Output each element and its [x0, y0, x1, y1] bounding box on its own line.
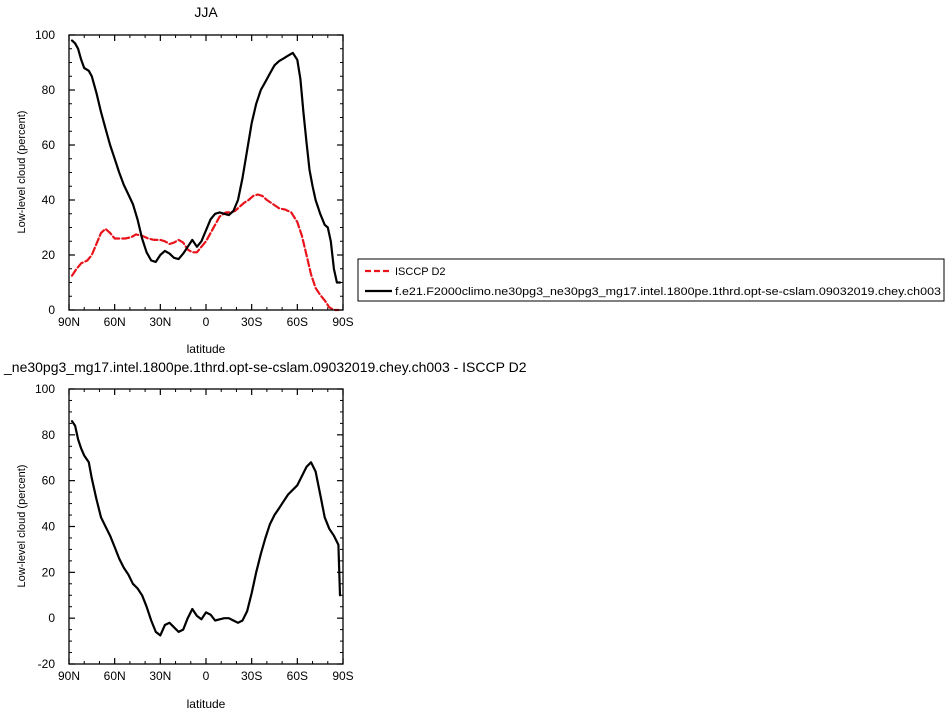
bottom-series-lines — [70, 420, 342, 637]
x-tick-label: 30S — [241, 315, 262, 329]
y-tick-label: 60 — [42, 138, 56, 152]
x-tick-label: 30S — [241, 669, 262, 683]
legend: ISCCP D2 f.e21.F2000climo.ne30pg3_ne30pg… — [357, 258, 945, 302]
y-tick-label: 0 — [48, 303, 55, 317]
top-tick-marks — [68, 34, 344, 311]
x-tick-label: 60N — [104, 315, 126, 329]
series-line-0 — [70, 420, 342, 637]
y-tick-label: 80 — [42, 83, 56, 97]
x-tick-label: 60S — [287, 315, 308, 329]
top-y-tick-labels: 0 20 40 60 80 100 — [35, 28, 55, 317]
y-tick-label: 80 — [42, 428, 56, 442]
bottom-tick-marks — [68, 388, 344, 665]
x-tick-label: 30N — [149, 669, 171, 683]
y-tick-label: 100 — [35, 382, 55, 396]
series-line-1 — [70, 39, 342, 284]
x-tick-label: 0 — [203, 669, 210, 683]
bottom-panel: _ne30pg3_mg17.intel.1800pe.1thrd.opt-se-… — [3, 359, 527, 711]
y-tick-label: 40 — [42, 520, 56, 534]
top-series-lines — [70, 39, 342, 312]
top-panel: JJA Low-level cloud (percent) latitude 9… — [16, 4, 354, 356]
x-tick-label: 0 — [203, 315, 210, 329]
bottom-x-axis-label: latitude — [187, 697, 226, 711]
legend-label-isccp: ISCCP D2 — [395, 266, 446, 278]
top-y-axis-label: Low-level cloud (percent) — [16, 111, 28, 234]
top-chart-title: JJA — [194, 4, 218, 20]
top-x-axis-label: latitude — [187, 342, 226, 356]
x-tick-label: 90S — [332, 669, 353, 683]
y-tick-label: 40 — [42, 193, 56, 207]
y-tick-label: -20 — [38, 657, 56, 671]
x-tick-label: 90N — [58, 315, 80, 329]
x-tick-label: 30N — [149, 315, 171, 329]
bottom-chart-title: _ne30pg3_mg17.intel.1800pe.1thrd.opt-se-… — [3, 359, 527, 375]
series-line-0 — [70, 193, 340, 312]
bottom-x-tick-labels: 90N 60N 30N 0 30S 60S 90S — [58, 669, 354, 683]
x-tick-label: 90N — [58, 669, 80, 683]
y-tick-label: 0 — [48, 611, 55, 625]
x-tick-label: 60N — [104, 669, 126, 683]
bottom-plot-frame — [68, 388, 344, 665]
x-tick-label: 60S — [287, 669, 308, 683]
y-tick-label: 60 — [42, 474, 56, 488]
top-x-tick-labels: 90N 60N 30N 0 30S 60S 90S — [58, 315, 354, 329]
y-tick-label: 100 — [35, 28, 55, 42]
legend-box — [357, 258, 945, 302]
legend-label-model: f.e21.F2000climo.ne30pg3_ne30pg3_mg17.in… — [395, 286, 941, 298]
x-tick-label: 90S — [332, 315, 353, 329]
y-tick-label: 20 — [42, 248, 56, 262]
top-plot-frame — [68, 34, 344, 311]
y-tick-label: 20 — [42, 565, 56, 579]
bottom-y-tick-labels: -20 0 20 40 60 80 100 — [35, 382, 55, 671]
bottom-y-axis-label: Low-level cloud (percent) — [16, 465, 28, 588]
